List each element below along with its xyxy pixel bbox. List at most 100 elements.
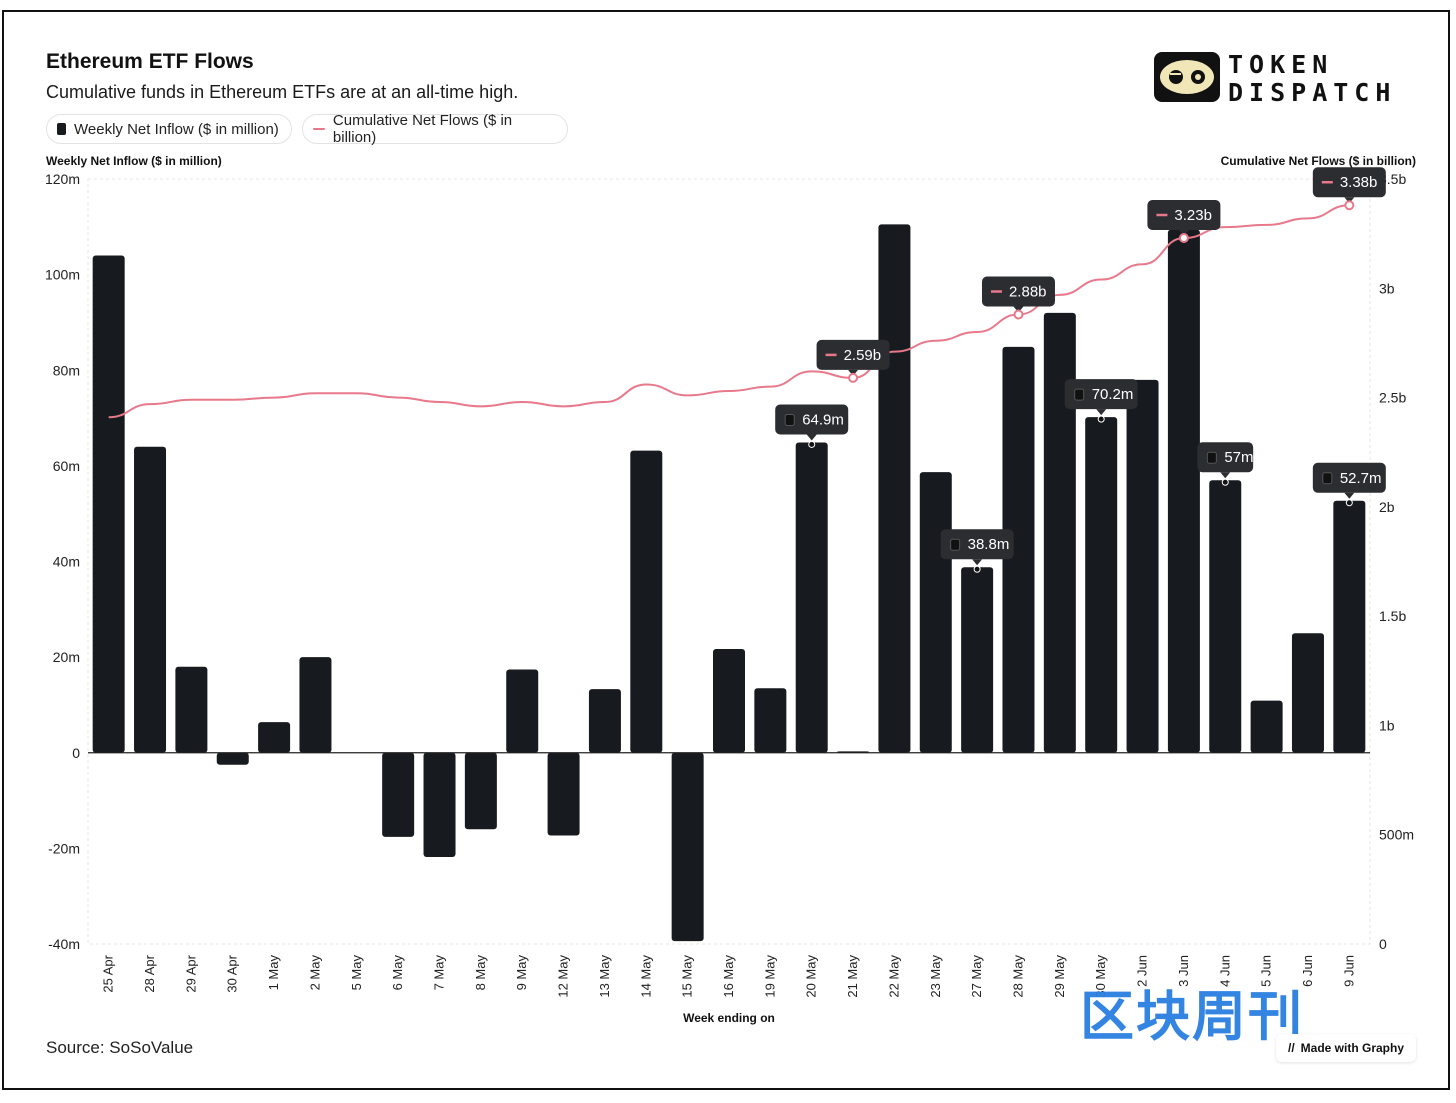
x-tick-label: 12 May [556, 955, 571, 998]
x-tick-label: 30 May [1093, 955, 1108, 998]
line-label-bg [816, 339, 890, 370]
bar [671, 752, 704, 942]
bar-label-bg [1312, 462, 1386, 493]
right-tick-label: 2.5b [1379, 390, 1406, 406]
right-axis-title: Cumulative Net Flows ($ in billion) [1220, 154, 1416, 168]
left-tick-label: 100m [45, 267, 80, 283]
bar [258, 722, 291, 753]
watermark: 区块周刊 [1080, 987, 1304, 1047]
bar-point-marker [973, 565, 981, 573]
bar-data-label: 38.8m [968, 536, 1010, 553]
right-tick-label: 0 [1379, 936, 1387, 952]
bar [588, 689, 621, 753]
line-point-marker [1344, 200, 1355, 211]
x-tick-label: 16 May [721, 955, 736, 998]
x-tick-label: 19 May [762, 955, 777, 998]
legend-label-weekly-inflow: Weekly Net Inflow ($ in million) [74, 120, 279, 138]
bar-label-bg [940, 529, 1014, 560]
bar [1333, 500, 1366, 753]
source-note: Source: SoSoValue [46, 1038, 194, 1057]
made-with-graphy-badge[interactable]: // Made with Graphy [1276, 1034, 1416, 1062]
bar [134, 446, 167, 753]
bar [713, 648, 745, 753]
bar-swatch-icon [57, 123, 66, 135]
bar [1167, 229, 1200, 753]
bar [175, 666, 208, 753]
x-tick-label: 30 Apr [225, 954, 240, 992]
bar [1043, 312, 1076, 753]
bar-label-bg [775, 404, 849, 435]
bar-label-pointer [972, 559, 983, 566]
bar-label-swatch-icon [950, 538, 961, 551]
bar [795, 442, 828, 753]
token-dispatch-logo: TOKEN DISPATCH [1154, 50, 1420, 107]
bar-label-pointer [806, 434, 817, 441]
bar [423, 752, 456, 857]
bar-point-marker [1345, 499, 1353, 507]
left-tick-label: 0 [72, 745, 80, 761]
x-tick-label: 2 Jun [1135, 955, 1150, 987]
line-point-marker [1013, 309, 1024, 320]
legend-item-weekly-inflow[interactable]: Weekly Net Inflow ($ in million) [46, 114, 292, 144]
bar-label-swatch-icon [1322, 472, 1333, 485]
legend-item-cumulative-flows[interactable]: Cumulative Net Flows ($ in billion) [302, 112, 568, 146]
left-tick-label: 60m [53, 458, 80, 474]
x-tick-label: 15 May [680, 955, 695, 998]
logo-face-icon [1154, 52, 1220, 102]
x-tick-label: 1 May [266, 955, 281, 991]
x-tick-label: 20 May [804, 955, 819, 998]
line-data-label: 3.23b [1174, 207, 1212, 224]
bar [547, 752, 580, 836]
bar-label-bg [1064, 379, 1138, 410]
bar [299, 657, 332, 753]
x-tick-label: 5 May [349, 955, 364, 991]
x-tick-label: 4 Jun [1217, 955, 1232, 987]
x-tick-label: 2 May [307, 955, 322, 991]
x-tick-label: 27 May [969, 955, 984, 998]
x-tick-label: 9 May [514, 955, 529, 991]
x-axis-title: Week ending on [683, 1011, 775, 1025]
x-tick-label: 6 Jun [1300, 955, 1315, 987]
chart-frame [2, 10, 1450, 1090]
bar [754, 688, 787, 753]
bar-label-pointer [1220, 472, 1231, 479]
bar [1085, 417, 1118, 753]
bar-label-bg [1197, 442, 1254, 473]
bar-data-label: 57m [1224, 449, 1253, 466]
bar-data-label: 64.9m [802, 411, 844, 428]
line-data-label: 2.88b [1009, 284, 1047, 301]
legend-label-cumulative-flows: Cumulative Net Flows ($ in billion) [332, 112, 513, 146]
right-tick-label: 3b [1379, 280, 1395, 296]
bar-point-marker [808, 440, 816, 448]
left-tick-label: -40m [48, 936, 80, 952]
x-tick-label: 29 May [1052, 955, 1067, 998]
logo-text-line1: TOKEN [1228, 50, 1334, 79]
bar [630, 450, 663, 753]
x-tick-label: 29 Apr [183, 954, 198, 992]
x-tick-label: 28 Apr [142, 954, 157, 992]
left-tick-label: 120m [45, 171, 80, 187]
left-tick-label: 80m [53, 362, 80, 378]
line-point-marker [1178, 233, 1189, 244]
left-tick-label: -20m [48, 840, 80, 856]
bar [1002, 346, 1035, 753]
left-tick-label: 40m [53, 554, 80, 570]
x-tick-label: 21 May [845, 955, 860, 998]
line-point-marker [848, 372, 859, 383]
x-tick-label: 9 Jun [1341, 955, 1356, 987]
logo-text-line2: DISPATCH [1228, 78, 1397, 107]
line-label-bg [981, 276, 1055, 307]
cumulative-line [108, 204, 1350, 419]
chart-title: Ethereum ETF Flows [46, 50, 254, 73]
x-tick-label: 14 May [638, 955, 653, 998]
bar [216, 752, 249, 765]
left-axis-title: Weekly Net Inflow ($ in million) [46, 154, 222, 168]
bar-point-marker [1221, 478, 1229, 486]
line-label-bg [1312, 167, 1386, 198]
bar-data-label: 70.2m [1092, 386, 1134, 403]
bar-data-label: 52.7m [1340, 470, 1382, 487]
right-tick-label: 3.5b [1379, 171, 1406, 187]
x-tick-label: 22 May [886, 955, 901, 998]
line-data-label: 3.38b [1340, 174, 1378, 191]
bar [1209, 480, 1242, 753]
